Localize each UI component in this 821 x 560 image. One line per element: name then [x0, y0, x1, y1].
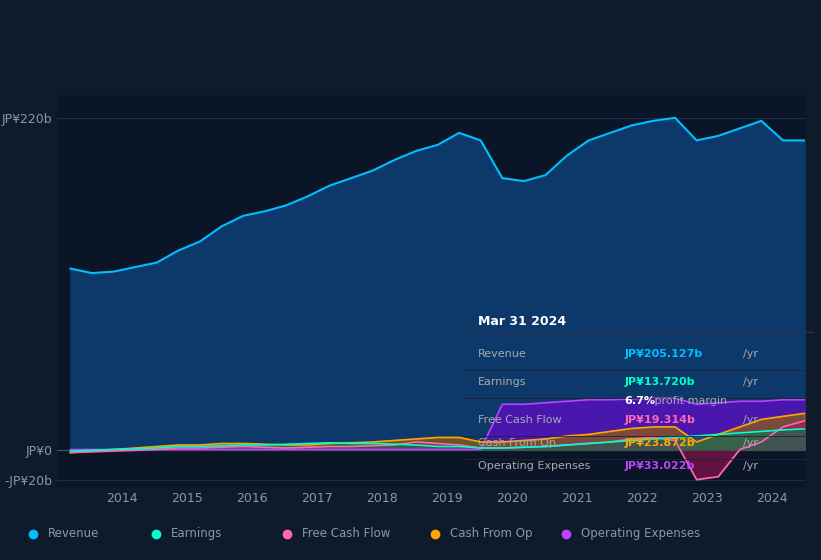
Text: Cash From Op: Cash From Op — [450, 528, 532, 540]
Text: 6.7%: 6.7% — [624, 396, 655, 407]
Text: JP¥33.022b: JP¥33.022b — [624, 460, 695, 470]
Text: /yr: /yr — [743, 377, 758, 388]
Text: Mar 31 2024: Mar 31 2024 — [478, 315, 566, 328]
Text: Earnings: Earnings — [478, 377, 526, 388]
Text: JP¥205.127b: JP¥205.127b — [624, 349, 703, 360]
Text: Operating Expenses: Operating Expenses — [581, 528, 700, 540]
Text: JP¥13.720b: JP¥13.720b — [624, 377, 695, 388]
Text: Operating Expenses: Operating Expenses — [478, 460, 590, 470]
Text: Free Cash Flow: Free Cash Flow — [302, 528, 391, 540]
Text: profit margin: profit margin — [650, 396, 727, 407]
Text: Earnings: Earnings — [171, 528, 222, 540]
Text: /yr: /yr — [743, 438, 758, 448]
Text: Revenue: Revenue — [478, 349, 526, 360]
Text: Revenue: Revenue — [48, 528, 99, 540]
Text: Cash From Op: Cash From Op — [478, 438, 556, 448]
Text: Free Cash Flow: Free Cash Flow — [478, 416, 562, 426]
Text: /yr: /yr — [743, 416, 758, 426]
Text: JP¥23.872b: JP¥23.872b — [624, 438, 695, 448]
Text: /yr: /yr — [743, 349, 758, 360]
Text: /yr: /yr — [743, 460, 758, 470]
Text: JP¥19.314b: JP¥19.314b — [624, 416, 695, 426]
